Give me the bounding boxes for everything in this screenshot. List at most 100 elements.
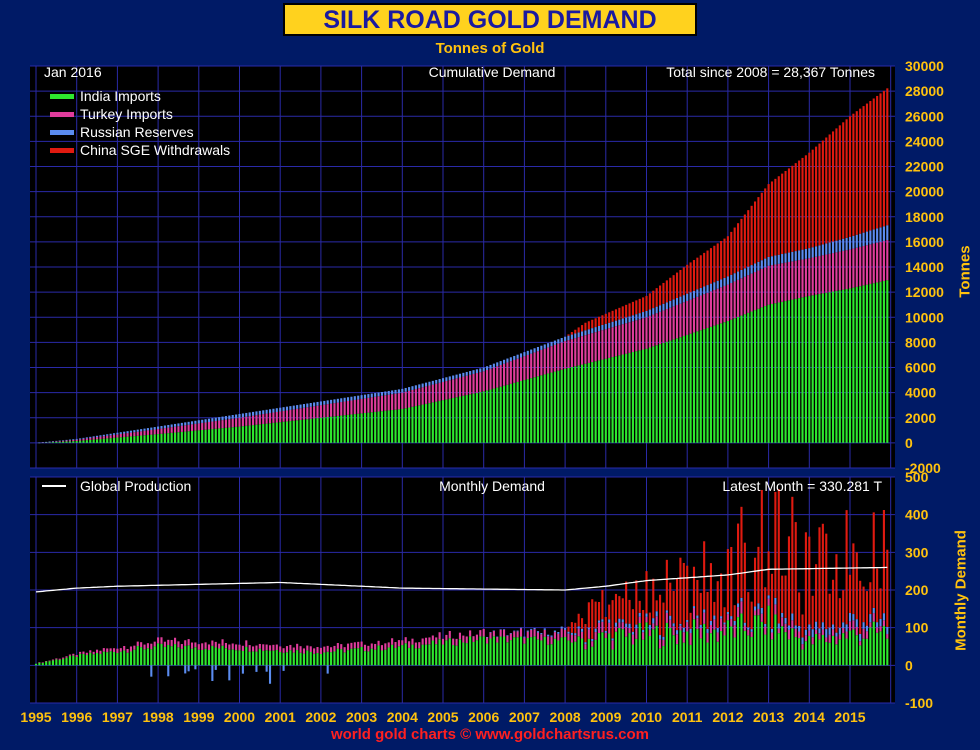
monthly-bar-segment <box>279 646 282 652</box>
monthly-bar-segment <box>628 623 631 629</box>
monthly-bar-segment <box>825 641 828 666</box>
top-y-tick-label: 24000 <box>905 133 944 149</box>
cumulative-bar-segment <box>804 296 807 443</box>
monthly-bar-segment <box>591 641 594 647</box>
monthly-bar-segment <box>289 644 292 651</box>
cumulative-bar-segment <box>397 409 400 443</box>
monthly-bar-segment <box>659 594 662 636</box>
bottom-y-tick-label: -100 <box>905 695 933 711</box>
monthly-bar-segment <box>492 630 495 637</box>
monthly-bar-segment <box>95 652 99 666</box>
monthly-bar-segment <box>659 648 662 666</box>
cumulative-bar-segment <box>720 240 723 280</box>
monthly-bar-segment <box>638 600 641 613</box>
cumulative-bar-segment <box>523 380 526 443</box>
cumulative-bar-segment <box>764 306 767 443</box>
cumulative-bar-segment <box>475 369 478 374</box>
cumulative-bar-segment <box>228 415 231 420</box>
monthly-bar-segment <box>401 645 404 666</box>
cumulative-bar-segment <box>265 409 268 414</box>
cumulative-bar-segment <box>584 335 587 364</box>
monthly-bar-segment <box>370 648 373 666</box>
cumulative-bar-segment <box>564 336 567 342</box>
monthly-bar-segment <box>123 650 126 666</box>
monthly-bar-segment <box>750 631 753 637</box>
monthly-bar-segment <box>611 649 614 666</box>
monthly-bar-segment <box>207 650 211 666</box>
cumulative-bar-segment <box>811 247 814 258</box>
cumulative-bar-segment <box>740 278 743 316</box>
monthly-bar-segment <box>408 647 411 666</box>
cumulative-bar-segment <box>428 381 431 386</box>
monthly-bar-segment <box>642 629 645 633</box>
cumulative-bar-segment <box>241 417 244 427</box>
cumulative-bar-segment <box>194 420 197 424</box>
cumulative-bar-segment <box>123 436 126 443</box>
monthly-bar-segment <box>48 660 51 662</box>
monthly-bar-segment <box>669 615 672 620</box>
monthly-bar-segment <box>625 623 628 628</box>
monthly-bar-segment <box>608 604 611 620</box>
cumulative-bar-segment <box>659 311 662 345</box>
monthly-bar-segment <box>482 628 485 637</box>
cumulative-bar-segment <box>733 273 736 282</box>
cumulative-bar-segment <box>852 113 855 236</box>
monthly-bar-segment <box>852 543 855 615</box>
monthly-bar-segment <box>68 654 71 656</box>
cumulative-bar-segment <box>760 307 763 443</box>
cumulative-bar-segment <box>675 338 679 443</box>
monthly-bar-segment <box>255 651 258 666</box>
monthly-bar-segment <box>733 620 736 626</box>
cumulative-bar-segment <box>72 439 75 440</box>
cumulative-bar-segment <box>126 433 129 437</box>
monthly-bar-segment <box>621 598 624 620</box>
cumulative-bar-segment <box>699 330 702 443</box>
cumulative-bar-segment <box>665 341 668 443</box>
cumulative-bar-segment <box>146 434 149 443</box>
chart-subtitle: Tonnes of Gold <box>435 40 545 57</box>
cumulative-bar-segment <box>204 429 207 443</box>
cumulative-bar-segment <box>496 366 499 388</box>
monthly-bar-segment <box>845 510 848 625</box>
cumulative-bar-segment <box>367 397 370 413</box>
cumulative-bar-segment <box>737 279 740 317</box>
monthly-bar-segment <box>686 622 689 632</box>
monthly-bar-segment <box>821 622 824 630</box>
monthly-bar-segment <box>326 645 329 652</box>
cumulative-bar-segment <box>204 419 207 423</box>
cumulative-bar-segment <box>526 350 529 355</box>
cumulative-bar-segment <box>635 351 638 443</box>
cumulative-bar-segment <box>611 327 614 358</box>
cumulative-bar-segment <box>818 143 821 246</box>
cumulative-bar-segment <box>560 338 563 343</box>
monthly-bar-segment <box>709 625 712 634</box>
cumulative-bar-segment <box>831 241 835 254</box>
monthly-bar-segment <box>564 637 567 666</box>
cumulative-bar-segment <box>879 93 882 228</box>
cumulative-bar-segment <box>587 329 590 335</box>
cumulative-bar-segment <box>601 315 604 325</box>
cumulative-bar-segment <box>360 395 363 399</box>
monthly-bar-segment <box>177 647 180 666</box>
cumulative-bar-segment <box>574 366 577 443</box>
cumulative-bar-segment <box>784 171 787 254</box>
cumulative-bar-segment <box>391 390 394 395</box>
monthly-bar-segment <box>313 648 316 654</box>
cumulative-bar-segment <box>48 441 51 443</box>
cumulative-bar-segment <box>662 303 665 311</box>
monthly-bar-segment <box>157 637 160 644</box>
cumulative-bar-segment <box>79 439 82 441</box>
cumulative-bar-segment <box>492 367 495 389</box>
monthly-bar-segment <box>631 631 634 635</box>
monthly-bar-segment <box>689 633 692 645</box>
cumulative-bar-segment <box>435 401 438 443</box>
monthly-bar-segment <box>296 650 299 666</box>
cumulative-bar-segment <box>82 440 85 443</box>
monthly-bar-segment <box>560 626 563 629</box>
cumulative-bar-segment <box>648 293 651 310</box>
cumulative-bar-segment <box>55 440 58 442</box>
monthly-bar-segment <box>808 536 811 625</box>
cumulative-bar-segment <box>631 301 634 316</box>
cumulative-bar-segment <box>859 233 862 247</box>
cumulative-bar-segment <box>869 230 872 245</box>
